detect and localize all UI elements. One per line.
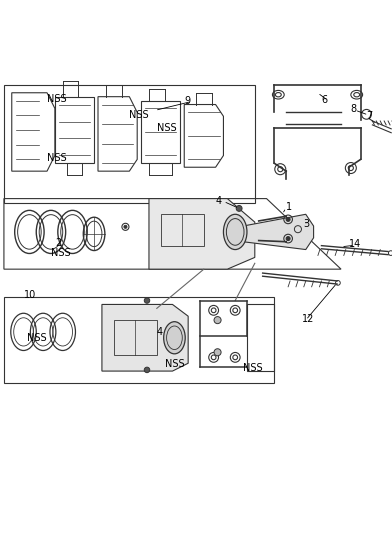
Text: NSS: NSS [165, 359, 184, 369]
Ellipse shape [163, 322, 185, 354]
Ellipse shape [223, 214, 247, 249]
Text: 12: 12 [302, 314, 314, 324]
Ellipse shape [124, 225, 127, 228]
Polygon shape [149, 198, 255, 269]
Text: 3: 3 [304, 219, 310, 229]
Ellipse shape [286, 217, 290, 222]
Text: 9: 9 [184, 96, 191, 106]
Polygon shape [102, 305, 188, 371]
Text: 7: 7 [367, 111, 373, 121]
Text: NSS: NSS [129, 110, 149, 121]
Ellipse shape [236, 206, 242, 211]
Text: 8: 8 [351, 104, 357, 114]
Ellipse shape [144, 367, 150, 373]
Text: 6: 6 [321, 95, 328, 105]
Text: 4: 4 [157, 327, 163, 337]
Text: NSS: NSS [47, 94, 67, 104]
Text: NSS: NSS [47, 153, 67, 163]
Polygon shape [243, 214, 314, 249]
Text: NSS: NSS [157, 123, 176, 133]
Text: 1: 1 [286, 202, 292, 212]
Text: NSS: NSS [27, 333, 47, 343]
Ellipse shape [144, 298, 150, 303]
Text: NSS: NSS [243, 363, 263, 373]
Text: NSS: NSS [51, 249, 71, 259]
Ellipse shape [286, 237, 290, 240]
Text: 10: 10 [24, 290, 36, 300]
Ellipse shape [214, 348, 221, 356]
Ellipse shape [214, 316, 221, 324]
Text: 14: 14 [349, 239, 361, 249]
Text: 2: 2 [55, 238, 61, 248]
Text: 4: 4 [216, 196, 222, 206]
